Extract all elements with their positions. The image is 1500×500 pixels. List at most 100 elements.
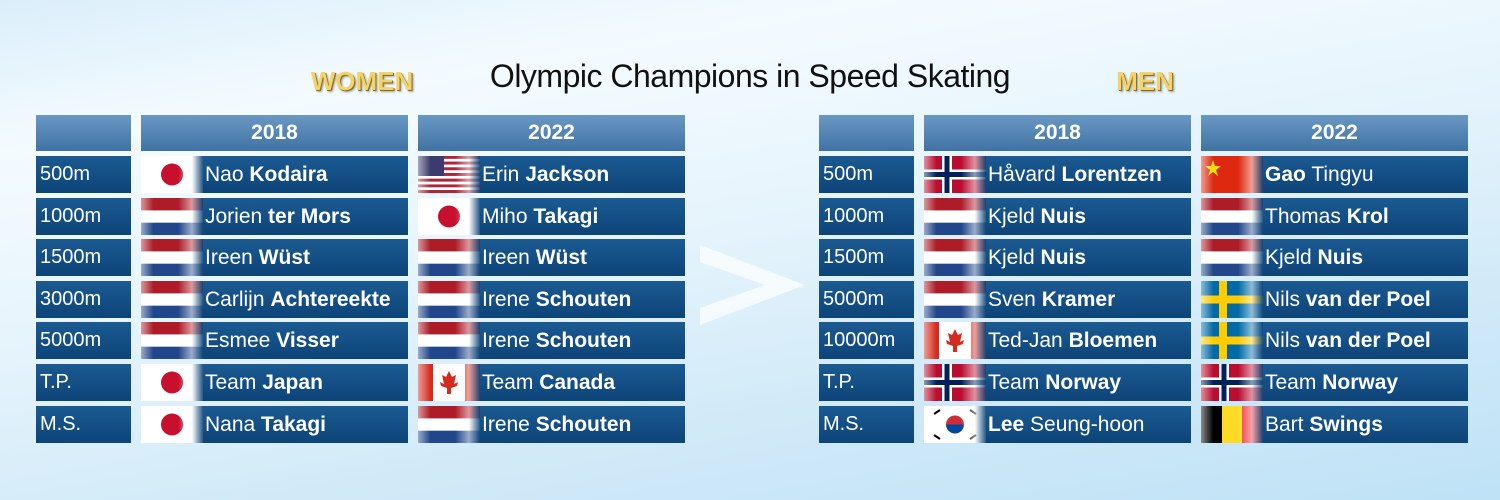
winner-cell: Håvard Lorentzen	[924, 156, 1191, 193]
name-part: Tingyu	[1311, 163, 1374, 186]
flag-fade	[141, 322, 203, 360]
winner-name: Nils van der Poel	[1265, 322, 1431, 359]
name-part: Bloemen	[1068, 329, 1158, 353]
event-cell: M.S.	[36, 405, 131, 443]
event-cell: 3000m	[36, 280, 131, 318]
winner-name: Team Canada	[482, 364, 615, 401]
name-part: Wüst	[535, 246, 588, 270]
winner-cell: Carlijn Achtereekte	[141, 280, 408, 318]
header-cell: 2022	[418, 115, 685, 151]
event-cell: 1500m	[819, 239, 914, 277]
name-part: Håvard	[988, 163, 1056, 186]
name-part: Gao	[1265, 163, 1306, 186]
flag-fade	[924, 322, 986, 360]
name-part: Schouten	[535, 329, 632, 353]
header-cell: 2018	[141, 115, 408, 151]
name-part: Norway	[1045, 371, 1122, 394]
flag-fade	[924, 239, 986, 277]
flag-fade	[1201, 322, 1263, 360]
event-cell: 1000m	[819, 197, 914, 235]
winner-cell: Irene Schouten	[418, 405, 685, 443]
name-part: Schouten	[535, 287, 632, 311]
name-part: Team	[205, 371, 257, 394]
winner-name: Irene Schouten	[482, 322, 631, 359]
flag-fade	[418, 322, 480, 360]
name-part: Irene	[482, 329, 530, 353]
name-part: Seung-hoon	[1030, 412, 1145, 436]
winner-cell: Nils van der Poel	[1201, 322, 1468, 360]
name-part: Wüst	[258, 246, 311, 270]
winner-cell: Lee Seung-hoon	[924, 405, 1191, 443]
winner-name: Lee Seung-hoon	[988, 406, 1144, 443]
name-part: Lee	[988, 412, 1025, 436]
winner-name: Bart Swings	[1265, 406, 1383, 443]
winner-name: Irene Schouten	[482, 281, 631, 318]
winner-name: Esmee Visser	[205, 322, 339, 359]
name-part: Nuis	[1040, 246, 1087, 270]
flag-fade	[1201, 156, 1263, 193]
name-part: Kjeld	[1265, 246, 1312, 270]
winner-name: Kjeld Nuis	[988, 198, 1086, 235]
flag-fade	[418, 364, 480, 401]
flag-fade	[1201, 239, 1263, 277]
winner-name: Team Norway	[1265, 364, 1398, 401]
name-part: Nils	[1265, 329, 1300, 353]
event-cell: 5000m	[819, 280, 914, 318]
name-part: Visser	[276, 329, 339, 353]
header-corner	[819, 115, 914, 151]
winner-cell: Team Norway	[924, 364, 1191, 401]
winner-name: Nana Takagi	[205, 406, 326, 443]
name-part: Nuis	[1040, 204, 1087, 228]
name-part: Ireen	[482, 246, 530, 270]
winner-cell: Nils van der Poel	[1201, 280, 1468, 318]
winner-cell: Ireen Wüst	[418, 239, 685, 277]
name-part: Swings	[1309, 412, 1383, 436]
winner-cell: Jorien ter Mors	[141, 197, 408, 235]
winner-name: Ireen Wüst	[205, 239, 310, 276]
name-part: Kjeld	[988, 204, 1035, 228]
flag-fade	[141, 405, 203, 443]
flag-fade	[1201, 280, 1263, 318]
flag-fade	[418, 405, 480, 443]
flag-fade	[141, 280, 203, 318]
name-part: Bart	[1265, 412, 1304, 436]
name-part: Miho	[482, 204, 528, 228]
men-label: MEN	[1116, 66, 1174, 96]
name-part: Irene	[482, 287, 530, 311]
event-cell: T.P.	[36, 364, 131, 401]
flag-fade	[924, 364, 986, 401]
name-part: Jackson	[525, 163, 610, 186]
event-cell: 10000m	[819, 322, 914, 360]
name-part: Norway	[1322, 371, 1399, 394]
flag-fade	[418, 239, 480, 277]
women-label: WOMEN	[310, 66, 414, 96]
name-part: Achtereekte	[270, 287, 391, 311]
winner-cell: Team Norway	[1201, 364, 1468, 401]
event-cell: 1000m	[36, 197, 131, 235]
header-corner	[36, 115, 131, 151]
event-cell: 500m	[819, 156, 914, 193]
flag-fade	[924, 280, 986, 318]
name-part: Schouten	[535, 412, 632, 436]
flag-fade	[924, 197, 986, 235]
name-part: Takagi	[261, 412, 327, 436]
winner-cell: Team Canada	[418, 364, 685, 401]
flag-fade	[141, 364, 203, 401]
winner-cell: Kjeld Nuis	[924, 197, 1191, 235]
name-part: Nils	[1265, 287, 1300, 311]
winner-name: Kjeld Nuis	[988, 239, 1086, 276]
winner-name: Ted-Jan Bloemen	[988, 322, 1157, 359]
winner-name: Thomas Krol	[1265, 198, 1389, 235]
arrow-decoration	[700, 245, 805, 325]
winner-name: Miho Takagi	[482, 198, 598, 235]
winner-name: Nao Kodaira	[205, 156, 328, 193]
winner-cell: Sven Kramer	[924, 280, 1191, 318]
name-part: Erin	[482, 163, 520, 186]
name-part: Kjeld	[988, 246, 1035, 270]
event-cell: M.S.	[819, 405, 914, 443]
name-part: Esmee	[205, 329, 271, 353]
winner-cell: Esmee Visser	[141, 322, 408, 360]
header-cell: 2022	[1201, 115, 1468, 151]
winner-name: Team Norway	[988, 364, 1121, 401]
